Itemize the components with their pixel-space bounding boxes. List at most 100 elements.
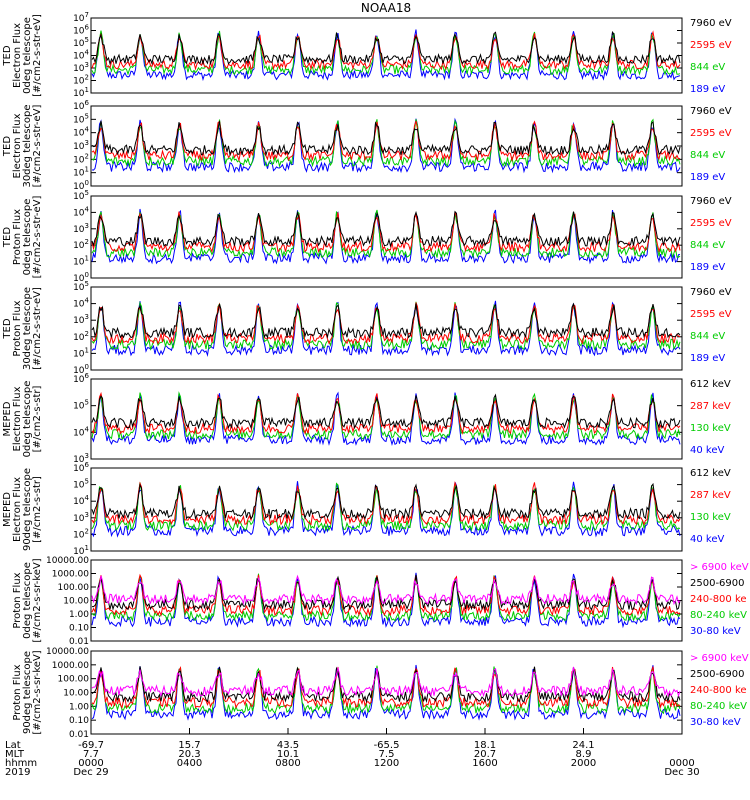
y-tick-label: 103 [73,222,89,235]
y-tick-label: 101 [73,166,89,179]
legend-entry: 189 eV [690,84,725,95]
legend-entry: 189 eV [690,262,725,273]
flux-trace-189-ev [91,29,681,82]
x-tick-lat: -69.7 [78,740,104,751]
x-tick-lat: -65.5 [374,740,400,751]
panel-7: Proton Flux 0deg telescope [#/cm2-s-sr-keV… [12,556,749,647]
panel-frame [90,559,683,642]
flux-trace-2595-ev [91,30,681,71]
y-tick-label: 105 [73,36,89,49]
panel-6: MEPED Electron Flux 90deg telescope [#/cm2-… [2,461,731,557]
panel-ylabel-line: Proton Flux [12,209,23,265]
panel-ylabel-line: [#/cm2-s-str-eV] [32,287,43,370]
legend-entry: 240-800 ke [690,594,747,605]
panels-group: TED Electron Flux 0deg telescope [#/cm2-s-s… [2,11,749,740]
panel-ylabel-line: [#/cm2-s-str] [32,385,43,452]
legend-entry: 7960 eV [690,106,732,117]
flux-trace-30-80-kev [91,664,681,721]
y-tick-label: 0.01 [69,637,89,647]
legend-entry: 80-240 keV [690,701,747,712]
legend-entry: 189 eV [690,353,725,364]
y-tick-label: 103 [73,61,89,74]
flux-trace-80-240-kev [91,665,681,715]
y-tick-label: 0.01 [69,730,89,740]
flux-trace-7960-ev [91,210,681,248]
legend-entry: 287 keV [690,490,731,501]
legend-entry: > 6900 keV [690,653,749,664]
y-tick-label: 0.10 [69,624,89,634]
panel-ylabel-line: [#/cm2-s-sr-keV] [32,650,43,734]
panel-8: Proton Flux 90deg telescope [#/cm2-s-sr-ke… [12,647,749,740]
panel-ylabel-line: TED [2,318,13,339]
flux-trace-30-80-kev [91,572,681,629]
x-row-label: Lat [5,740,21,751]
y-tick-label: 1.00 [69,702,89,712]
legend-entry: 40 keV [690,534,724,545]
y-tick-label: 103 [73,511,89,524]
legend-entry: 240-800 ke [690,685,747,696]
x-row-label: MLT [5,749,25,760]
flux-trace-844-ev [91,301,681,351]
y-tick-label: 103 [73,313,89,326]
y-tick-label: 104 [73,205,89,218]
panel-ylabel-line: MEPED [2,401,13,436]
y-tick-label: 102 [73,152,89,165]
flux-trace-612-kev [91,482,681,521]
panel-ylabel-line: 90deg telescope [22,651,33,734]
panel-frame [90,105,683,187]
legend-entry: 30-80 keV [690,626,741,637]
legend-entry: 7960 eV [690,18,732,29]
x-tick-hhmm: 2000 [571,758,596,769]
x-row-label: hhmm [5,758,37,769]
legend-entry: 80-240 keV [690,610,747,621]
flux-trace-40-kev [91,481,681,538]
panel-5: MEPED Electron Flux 0deg telescope [#/cm2-s… [2,372,731,465]
legend-entry: 844 eV [690,240,725,251]
x-tick-lat: 18.1 [474,740,496,751]
panel-ylabel-line: TED [2,45,13,66]
x-row-label: 2019 [5,767,30,778]
y-tick-label: 102 [73,74,89,87]
flux-trace-2595-ev [91,211,681,254]
x-tick-mlt: 10.1 [277,749,299,760]
panel-3: TED Proton Flux 0deg telescope [#/cm2-s-str… [2,189,732,284]
x-tick-date: Dec 30 [664,767,699,778]
panel-ylabel-line: Proton Flux [12,572,23,628]
panel-ylabel-line: 0deg telescope [22,199,33,276]
panel-ylabel-line: 90deg telescope [22,468,33,551]
y-tick-label: 101 [73,255,89,268]
y-tick-label: 105 [73,112,89,125]
legend-entry: 2595 eV [690,128,732,139]
chart-title: NOAA18 [361,1,411,15]
flux-trace-240-800-ke [91,573,681,617]
panel-frame [90,17,683,94]
legend-entry: 130 keV [690,512,731,523]
flux-trace-130-kev [91,391,681,441]
panel-ylabel-line: Electron Flux [12,23,23,88]
flux-trace-40-kev [91,391,681,446]
x-tick-hhmm: 0400 [177,758,202,769]
legend-entry: 844 eV [690,331,725,342]
legend-entry: > 6900 keV [690,562,749,573]
x-tick-hhmm: 0000 [669,758,694,769]
y-tick-label: 10000.00 [46,647,89,657]
y-tick-label: 1000.00 [52,570,89,580]
panel-frame [90,467,683,552]
panel-ylabel-line: 30deg telescope [22,287,33,370]
panel-ylabel-line: 30deg telescope [22,104,33,187]
flux-trace-130-kev [91,482,681,533]
panel-frame [90,378,683,460]
flux-trace-2595-ev [91,302,681,346]
panel-ylabel-line: [#/cm2-s-str-eV] [32,105,43,188]
flux-trace-7960-ev [91,302,681,340]
flux-trace-7960-ev [91,30,681,66]
y-tick-label: 101 [73,346,89,359]
flux-trace-612-kev [91,393,681,430]
y-tick-label: 10.00 [63,689,89,699]
x-tick-mlt: 20.7 [474,749,496,760]
legend-entry: 2595 eV [690,309,732,320]
flux-trace-189-ev [91,208,681,265]
legend-entry: 30-80 keV [690,717,741,728]
x-tick-mlt: 7.7 [83,749,99,760]
